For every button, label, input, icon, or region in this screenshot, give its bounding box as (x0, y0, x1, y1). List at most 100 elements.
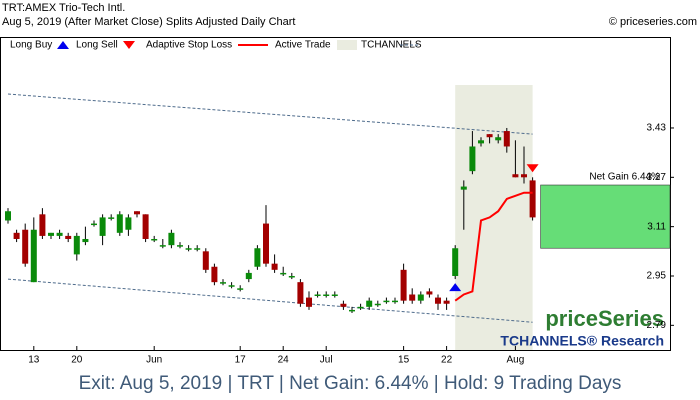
candle-body (340, 303, 347, 307)
candle-body (151, 238, 158, 241)
candle-body (48, 232, 54, 236)
legend-label: TCHANNELS (361, 40, 422, 51)
candle-body (142, 214, 149, 239)
candle-body (99, 217, 106, 236)
candle-body (306, 297, 312, 307)
candle-body (116, 214, 123, 233)
candle-body (374, 303, 381, 306)
x-tick-label: 13 (28, 355, 40, 366)
candle-body (91, 223, 97, 226)
candle-body (30, 229, 37, 283)
candle-body (469, 146, 476, 172)
x-tick-label: 15 (398, 355, 410, 366)
candle-body (237, 288, 244, 290)
candle-body (521, 174, 527, 178)
y-tick-label: 3.11 (647, 221, 666, 232)
legend-buy-symbol (57, 41, 69, 49)
x-tick-label: 17 (235, 355, 247, 366)
candle-body (108, 217, 115, 219)
candle-body (503, 131, 510, 147)
net-gain-box (540, 184, 671, 249)
candle-body (443, 300, 450, 304)
candle-body (392, 300, 398, 303)
candle-body (159, 245, 166, 247)
candle-body (263, 223, 269, 264)
y-tick-label: 2.95 (647, 271, 667, 282)
candle-body (288, 275, 295, 278)
candle-body (168, 232, 175, 246)
candle-body (73, 235, 80, 255)
candle-body (211, 266, 218, 283)
candle-body (13, 232, 20, 239)
candle-body (125, 217, 132, 230)
candle-body (460, 186, 467, 190)
candle-body (134, 211, 140, 215)
candle-body (383, 300, 390, 303)
stop-loss-line (454, 191, 533, 302)
candle-body (478, 140, 484, 144)
x-tick-label: 22 (441, 355, 453, 366)
plot-frame (0, 37, 671, 351)
candle-body (452, 248, 459, 276)
candle-body (22, 229, 29, 264)
legend-label: Long Buy (10, 40, 52, 51)
candle-body (323, 294, 330, 296)
candle-body (271, 263, 278, 270)
legend-sell-symbol (123, 41, 135, 49)
candle-body (400, 269, 407, 301)
candle-body (349, 309, 355, 312)
x-tick-label: Jun (146, 355, 162, 366)
candle-body (331, 294, 338, 296)
x-tick-label: 20 (71, 355, 83, 366)
candle-body (495, 137, 502, 141)
footer: Exit: Aug 5, 2019 | TRT | Net Gain: 6.44… (79, 373, 622, 394)
candle-body (56, 232, 63, 236)
candle-body (202, 251, 209, 270)
candle-body (185, 248, 192, 250)
candle-body (297, 282, 304, 304)
x-tick-label: 24 (278, 355, 290, 366)
y-tick-label: 3.27 (647, 172, 667, 183)
candle-body (177, 245, 183, 247)
candle-body (220, 282, 226, 284)
channel-upper (7, 93, 533, 135)
candle-body (486, 134, 493, 138)
candle-body (228, 285, 235, 287)
candle-body (366, 300, 373, 307)
candle-body (245, 272, 252, 280)
x-tick-label: Aug (507, 355, 525, 366)
active-trade (455, 85, 533, 350)
copyright: © priceseries.com (609, 16, 697, 28)
candle-body (5, 211, 11, 221)
candle-body (417, 294, 424, 301)
candle-body (194, 248, 201, 250)
net-gain-label: Net Gain 6.44% (589, 172, 660, 183)
buy-signal (449, 283, 462, 292)
candle-body (314, 294, 321, 296)
legend-label: Adaptive Stop Loss (146, 40, 232, 51)
legend-label: Active Trade (275, 40, 331, 51)
chart-subtitle: Aug 5, 2019 (After Market Close) Splits … (2, 16, 295, 28)
channel-lower (7, 278, 533, 323)
brand: priceSeries (545, 306, 664, 331)
candle-body (512, 174, 519, 178)
candle-body (65, 235, 72, 239)
candle-body (280, 272, 287, 275)
y-tick-label: 3.43 (647, 123, 667, 134)
sell-signal (526, 164, 539, 173)
brand-sub: TCHANNELS® Research (500, 333, 664, 349)
y-tick-label: 2.79 (647, 320, 667, 331)
legend-label: Long Sell (76, 40, 118, 51)
candle-body (39, 214, 46, 236)
candle-body (435, 297, 441, 304)
candle-body (529, 180, 536, 218)
x-tick-label: Jul (320, 355, 333, 366)
candle-body (82, 238, 89, 243)
candle-body (426, 291, 433, 295)
candle-body (254, 248, 261, 267)
chart-title: TRT:AMEX Trio-Tech Intl. (2, 2, 125, 14)
candle-body (357, 306, 364, 309)
candle-body (409, 294, 416, 301)
legend-trade-symbol (337, 40, 357, 50)
